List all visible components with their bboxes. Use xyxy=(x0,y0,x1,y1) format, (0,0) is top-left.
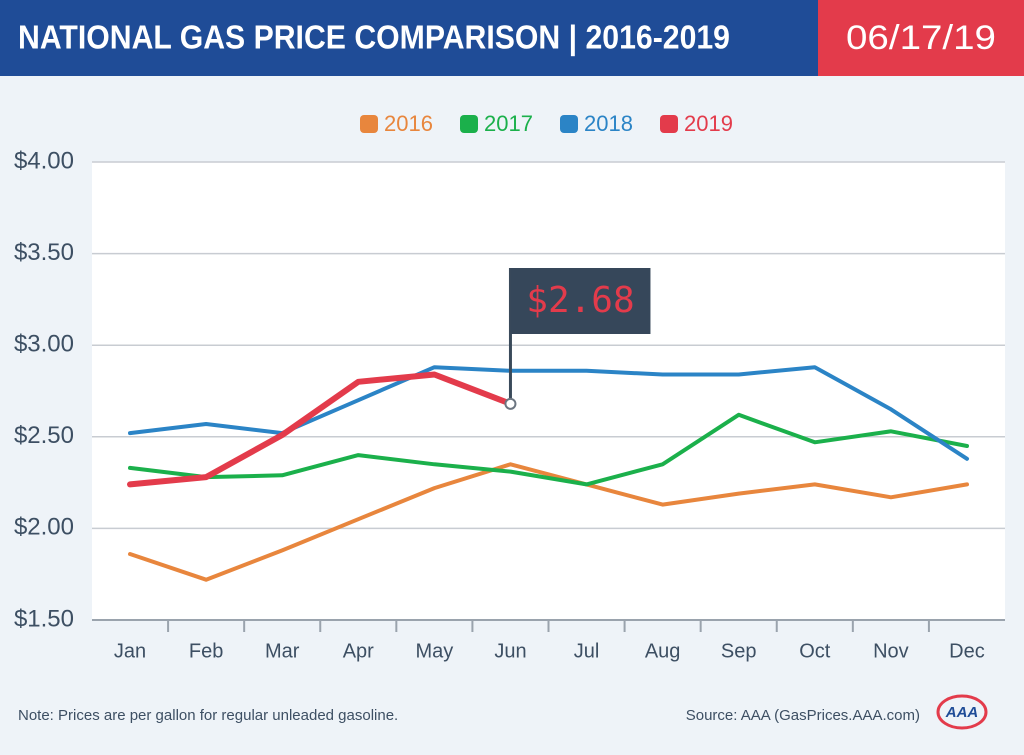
flag-box xyxy=(510,268,651,334)
x-tick-label: Feb xyxy=(189,640,223,662)
legend-swatch xyxy=(660,115,678,133)
legend-label: 2017 xyxy=(484,111,533,136)
y-tick-label: $2.00 xyxy=(14,514,74,541)
x-tick-label: May xyxy=(415,640,453,662)
legend-label: 2018 xyxy=(584,111,633,136)
source: Source: AAA (GasPrices.AAA.com) xyxy=(686,707,920,724)
legend-label: 2019 xyxy=(684,111,733,136)
y-tick-label: $4.00 xyxy=(14,147,74,174)
date: 06/17/19 xyxy=(846,19,996,57)
svg-text:AAA: AAA xyxy=(945,704,979,721)
x-tick-label: Jul xyxy=(574,640,600,662)
y-tick-label: $3.00 xyxy=(14,331,74,358)
x-tick-label: Oct xyxy=(799,640,831,662)
legend-swatch xyxy=(560,115,578,133)
legend-swatch xyxy=(460,115,478,133)
series-line xyxy=(128,412,969,487)
plot-area xyxy=(92,162,1005,620)
header-bar xyxy=(0,0,818,76)
x-tick-label: Mar xyxy=(265,640,300,662)
series-line xyxy=(128,462,969,582)
y-tick-label: $1.50 xyxy=(14,605,74,632)
note: Note: Prices are per gallon for regular … xyxy=(18,707,398,724)
x-tick-label: Jan xyxy=(114,640,146,662)
legend-label: 2016 xyxy=(384,111,433,136)
x-tick-label: Jun xyxy=(494,640,526,662)
x-tick-label: Aug xyxy=(645,640,681,662)
date-box xyxy=(818,0,1024,76)
x-tick-label: Nov xyxy=(873,640,909,662)
chart-title: NATIONAL GAS PRICE COMPARISON | 2016-201… xyxy=(18,19,730,56)
y-tick-label: $3.50 xyxy=(14,239,74,266)
x-tick-label: Sep xyxy=(721,640,757,662)
end-marker xyxy=(504,397,517,410)
x-tick-label: Apr xyxy=(343,640,374,662)
annotation: $2.68 xyxy=(526,280,634,321)
legend-swatch xyxy=(360,115,378,133)
y-tick-label: $2.50 xyxy=(14,422,74,449)
aaa-logo: AAA xyxy=(936,694,988,730)
series-line xyxy=(127,371,514,488)
series-line xyxy=(128,365,969,461)
x-tick-label: Dec xyxy=(949,640,985,662)
